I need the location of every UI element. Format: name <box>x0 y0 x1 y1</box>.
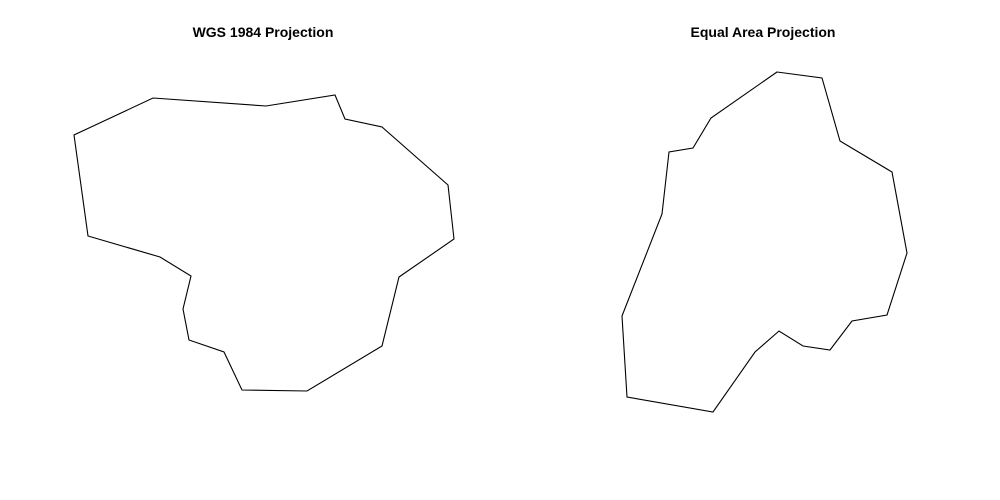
panel-title-wgs1984: WGS 1984 Projection <box>192 24 334 40</box>
panel-title-equal-area: Equal Area Projection <box>690 24 836 40</box>
wgs1984-region-outline <box>73 94 455 392</box>
equal-area-region-outline <box>621 71 908 413</box>
